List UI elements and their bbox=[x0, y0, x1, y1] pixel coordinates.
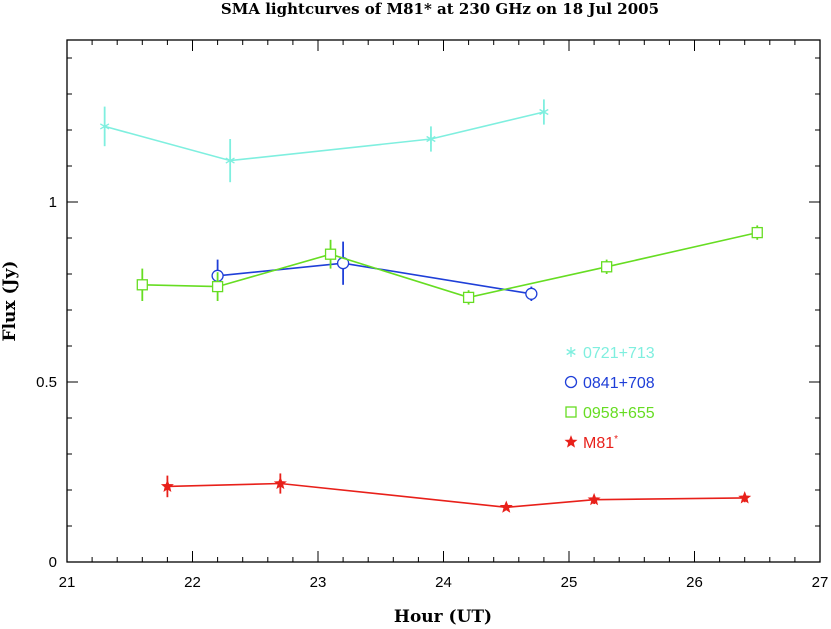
series-0721-713 bbox=[99, 99, 549, 183]
series-0958-655 bbox=[136, 225, 763, 305]
data-point bbox=[499, 500, 513, 513]
y-tick-label: 1 bbox=[49, 194, 57, 211]
data-point bbox=[587, 492, 601, 506]
y-tick-label: 0 bbox=[49, 554, 57, 571]
data-point bbox=[160, 479, 174, 492]
data-point bbox=[211, 280, 224, 293]
x-tick-label: 22 bbox=[184, 574, 201, 591]
data-point bbox=[462, 291, 475, 304]
legend-marker-0958-655 bbox=[565, 406, 577, 418]
series-line bbox=[167, 482, 745, 509]
x-tick-label: 25 bbox=[561, 574, 578, 591]
y-tick-label: 0.5 bbox=[36, 374, 57, 391]
axis-ticks: 21 22 23 24 25 26 27 0 0.5 1 bbox=[36, 40, 828, 591]
data-point bbox=[601, 261, 613, 273]
data-point bbox=[525, 287, 538, 300]
x-tick-label: 23 bbox=[310, 574, 327, 591]
data-point bbox=[426, 134, 436, 144]
x-tick-label: 21 bbox=[59, 574, 76, 591]
legend-label-0841-708: 0841+708 bbox=[583, 375, 655, 392]
data-point bbox=[225, 155, 235, 166]
chart-title: SMA lightcurves of M81* at 230 GHz on 18… bbox=[221, 0, 659, 18]
series-line bbox=[142, 231, 758, 299]
legend-label-0958-655: 0958+655 bbox=[583, 405, 655, 422]
series-line bbox=[104, 111, 545, 162]
data-point bbox=[136, 279, 148, 291]
x-tick-label: 27 bbox=[812, 574, 829, 591]
data-point bbox=[273, 476, 287, 490]
legend-label-0721-713: 0721+713 bbox=[583, 345, 655, 362]
data-point bbox=[539, 107, 549, 117]
legend-label-m81: M81* bbox=[583, 434, 618, 452]
legend: 0721+713 0841+708 0958+655 M81* bbox=[564, 345, 655, 452]
x-tick-label: 24 bbox=[435, 574, 452, 591]
x-tick-label: 26 bbox=[686, 574, 703, 591]
series-m81 bbox=[160, 473, 752, 513]
x-axis-label: Hour (UT) bbox=[394, 607, 492, 627]
legend-marker-0841-708 bbox=[564, 375, 578, 389]
data-point bbox=[751, 226, 763, 239]
legend-marker-m81 bbox=[564, 435, 578, 448]
data-point bbox=[324, 248, 337, 260]
data-point bbox=[99, 121, 110, 132]
y-axis-label: Flux (Jy) bbox=[0, 261, 20, 342]
legend-marker-0721-713 bbox=[566, 347, 576, 357]
data-point bbox=[738, 491, 752, 504]
series-0841-708 bbox=[211, 241, 538, 301]
series-layer bbox=[99, 99, 763, 513]
plot-frame bbox=[66, 39, 821, 563]
